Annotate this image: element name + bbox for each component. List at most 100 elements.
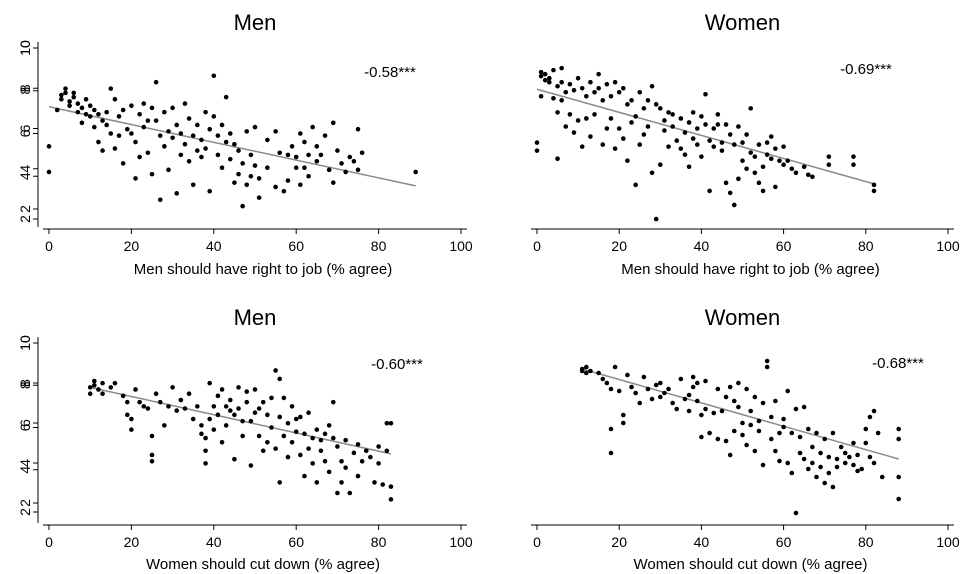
data-point [207,126,212,132]
data-point [145,118,151,123]
y-tick-label: 10 [17,40,33,56]
data-point [207,416,212,422]
data-point [256,195,262,200]
data-point [273,446,278,451]
data-point [694,380,700,386]
data-point [616,126,622,131]
data-point [731,428,737,434]
y-tick-label: 8 [17,381,33,389]
data-point [211,114,217,119]
data-point [567,81,573,87]
data-point [801,456,807,462]
data-point [896,496,901,502]
data-point [715,122,721,127]
data-point [83,97,89,102]
data-point [108,131,114,136]
data-point [211,73,217,79]
data-point [236,385,241,390]
x-axis-label: Men should have right to job (% agree) [621,261,879,278]
data-point [112,380,118,386]
data-point [551,96,556,101]
data-point [298,414,303,420]
data-point [736,176,741,182]
data-point [723,394,729,400]
data-point [563,89,569,95]
data-point [112,97,118,102]
data-point [764,152,770,157]
y-tick-label: 4 [17,466,33,474]
data-point [785,158,791,163]
data-point [46,144,52,149]
data-point [641,106,647,111]
data-point [534,148,540,153]
data-point [752,154,758,159]
data-point [777,458,782,464]
data-point [731,398,737,404]
x-tick-label: 100 [936,238,960,254]
data-point [699,114,704,119]
data-point [736,380,741,386]
data-point [178,397,184,403]
data-point [83,111,89,117]
data-point [203,109,208,115]
data-point [170,385,175,390]
data-point [760,164,766,170]
data-point [851,154,856,159]
y-tick-label: 2 [17,499,33,507]
data-point [694,398,700,404]
data-point [649,83,655,89]
y-tick-label: 6 [17,419,33,427]
data-point [232,456,237,462]
data-point [896,426,901,432]
x-tick-label: 100 [449,238,473,254]
data-point [715,436,721,442]
data-point [79,105,85,111]
data-point [190,182,196,188]
data-point [752,394,758,400]
data-point [801,164,807,170]
data-point [810,460,815,466]
data-point [588,368,593,374]
data-point [260,399,266,405]
data-point [63,90,68,96]
data-point [727,384,733,390]
data-point [298,131,303,136]
data-point [265,165,270,170]
data-point [149,459,155,464]
data-point [120,393,126,399]
data-point [170,105,175,111]
data-point [384,420,390,426]
data-point [207,380,212,386]
data-point [116,114,122,119]
data-point [805,426,811,432]
data-point [203,461,208,466]
data-point [195,122,200,128]
data-point [318,437,324,443]
data-point [248,463,254,468]
data-point [789,470,795,476]
data-point [129,427,134,432]
chart-title: Men [234,10,277,35]
data-point [686,120,692,125]
data-point [141,404,147,409]
data-point [376,461,381,466]
data-point [600,376,606,382]
data-point [203,448,208,454]
data-point [559,98,564,103]
data-point [629,98,634,103]
data-point [326,469,332,475]
data-point [244,399,250,405]
data-point [588,134,593,139]
data-point [162,144,167,149]
data-point [46,169,52,175]
data-point [805,172,811,178]
data-point [141,124,147,130]
data-point [768,156,774,161]
data-point [302,473,307,479]
data-point [75,101,81,106]
data-point [124,412,130,418]
data-point [215,133,221,138]
data-point [322,459,328,464]
data-point [293,429,299,435]
data-point [826,454,832,460]
